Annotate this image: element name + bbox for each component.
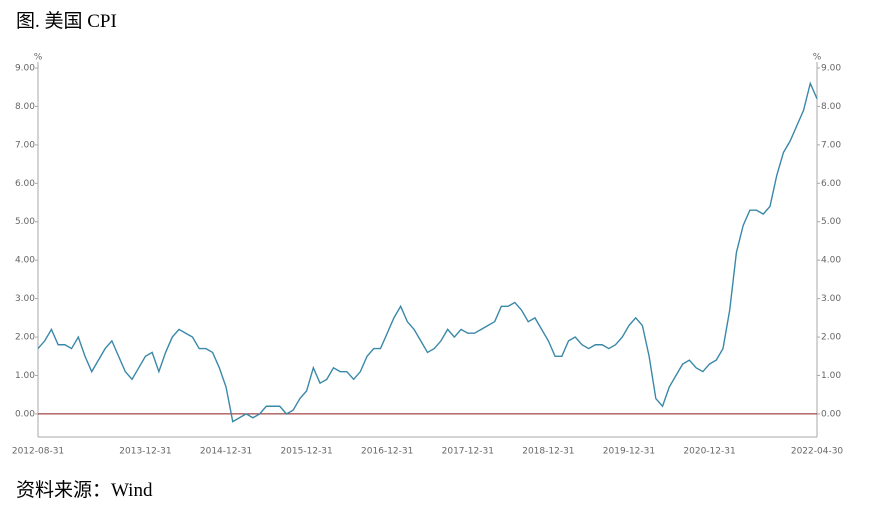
y-tick-label: 6.00 (15, 179, 35, 189)
y-tick-label: 0.00 (15, 409, 35, 419)
x-tick-label: 2017-12-31 (442, 447, 494, 457)
y2-tick-label: 3.00 (821, 294, 841, 304)
y-tick-label: 9.00 (15, 63, 35, 73)
y-unit: % (34, 53, 43, 63)
y-tick-label: 8.00 (15, 102, 35, 112)
x-tick-label: 2022-04-30 (791, 447, 844, 457)
y-tick-label: 4.00 (15, 256, 35, 266)
x-tick-label: 2015-12-31 (280, 447, 332, 457)
chart-title: 图. 美国 CPI (16, 10, 117, 32)
y2-tick-label: 0.00 (821, 409, 841, 419)
y2-tick-label: 5.00 (821, 217, 841, 227)
x-tick-label: 2016-12-31 (361, 447, 413, 457)
x-tick-label: 2018-12-31 (522, 447, 574, 457)
y2-tick-label: 2.00 (821, 333, 841, 343)
y2-tick-label: 4.00 (821, 256, 841, 266)
x-tick-label: 2013-12-31 (119, 447, 171, 457)
y-tick-label: 3.00 (15, 294, 35, 304)
x-tick-label: 2019-12-31 (603, 447, 655, 457)
x-tick-label: 2020-12-31 (683, 447, 735, 457)
cpi-line (37, 81, 818, 423)
y2-tick-label: 6.00 (821, 179, 841, 189)
y2-unit: % (813, 53, 822, 63)
y2-tick-label: 8.00 (821, 102, 841, 112)
y2-tick-label: 9.00 (821, 63, 841, 73)
y-tick-label: 7.00 (15, 140, 35, 150)
source-note: 资料来源：Wind (16, 479, 153, 501)
x-tick-label: 2012-08-31 (12, 447, 64, 457)
y-tick-label: 1.00 (15, 371, 35, 381)
y-tick-label: 2.00 (15, 333, 35, 343)
x-tick-label: 2014-12-31 (200, 447, 252, 457)
y-tick-label: 5.00 (15, 217, 35, 227)
y2-tick-label: 1.00 (821, 371, 841, 381)
y2-tick-label: 7.00 (821, 140, 841, 150)
